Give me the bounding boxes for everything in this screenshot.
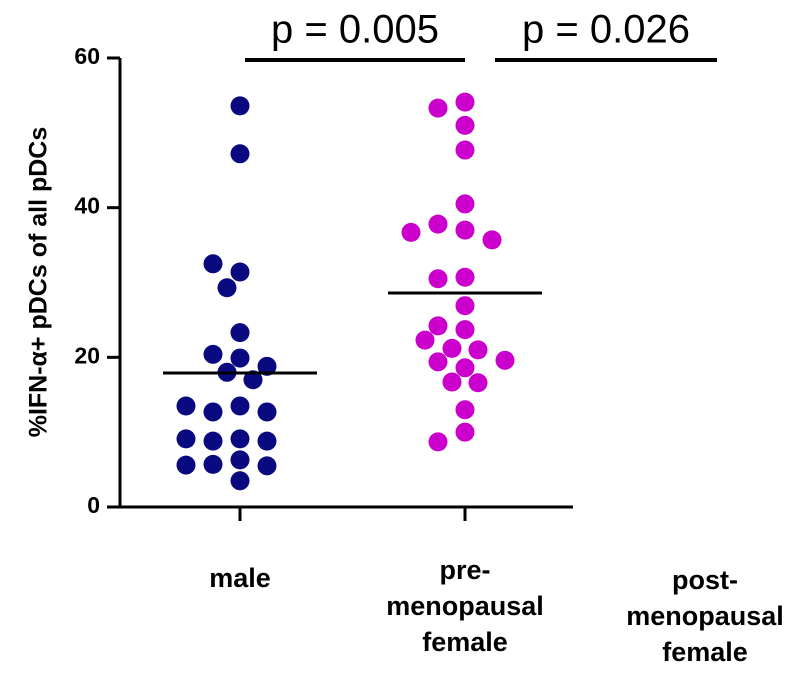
data-point: [442, 338, 462, 358]
data-point: [257, 356, 277, 376]
data-point: [455, 92, 475, 112]
y-axis-label: %IFN-α+ pDCs of all pDCs: [25, 127, 53, 438]
y-tick-label: 0: [87, 492, 100, 518]
data-point: [230, 96, 250, 116]
y-tick-label: 20: [74, 342, 100, 368]
data-point: [203, 454, 223, 474]
data-point: [455, 320, 475, 340]
data-point: [230, 429, 250, 449]
data-point: [176, 455, 196, 475]
data-point: [257, 431, 277, 451]
data-point: [428, 98, 448, 118]
data-point: [468, 340, 488, 360]
p-value: p = 0.026: [522, 8, 690, 52]
data-point: [203, 344, 223, 364]
data-point: [455, 194, 475, 214]
data-point: [455, 140, 475, 160]
data-point: [455, 358, 475, 378]
data-point: [455, 115, 475, 135]
data-point: [230, 323, 250, 343]
data-point: [203, 431, 223, 451]
y-tick-label: 40: [74, 193, 100, 219]
data-point: [455, 267, 475, 287]
data-point: [442, 372, 462, 392]
x-tick-label: post- menopausal female: [626, 565, 784, 667]
data-point: [455, 400, 475, 420]
y-tick-label: 60: [74, 43, 100, 69]
data-point: [230, 348, 250, 368]
data-point: [176, 429, 196, 449]
data-point: [203, 254, 223, 274]
data-point: [243, 370, 263, 390]
x-tick-label: male: [209, 563, 271, 593]
data-point: [455, 296, 475, 316]
data-point: [217, 278, 237, 298]
data-point: [482, 230, 502, 250]
data-point: [230, 144, 250, 164]
data-point: [257, 402, 277, 422]
data-point: [230, 450, 250, 470]
data-point: [455, 220, 475, 240]
data-point: [455, 422, 475, 442]
data-point: [428, 316, 448, 336]
data-point: [230, 471, 250, 491]
x-tick-label: pre- menopausal female: [386, 555, 544, 657]
data-point: [230, 262, 250, 282]
data-point: [428, 352, 448, 372]
data-point: [415, 330, 435, 350]
data-point: [468, 373, 488, 393]
data-point: [176, 396, 196, 416]
data-point: [428, 214, 448, 234]
data-point: [257, 456, 277, 476]
data-point: [401, 222, 421, 242]
p-value: p = 0.005: [271, 8, 439, 52]
data-point: [428, 432, 448, 452]
data-point: [428, 269, 448, 289]
data-point: [495, 350, 515, 370]
data-point: [203, 402, 223, 422]
data-point: [230, 396, 250, 416]
